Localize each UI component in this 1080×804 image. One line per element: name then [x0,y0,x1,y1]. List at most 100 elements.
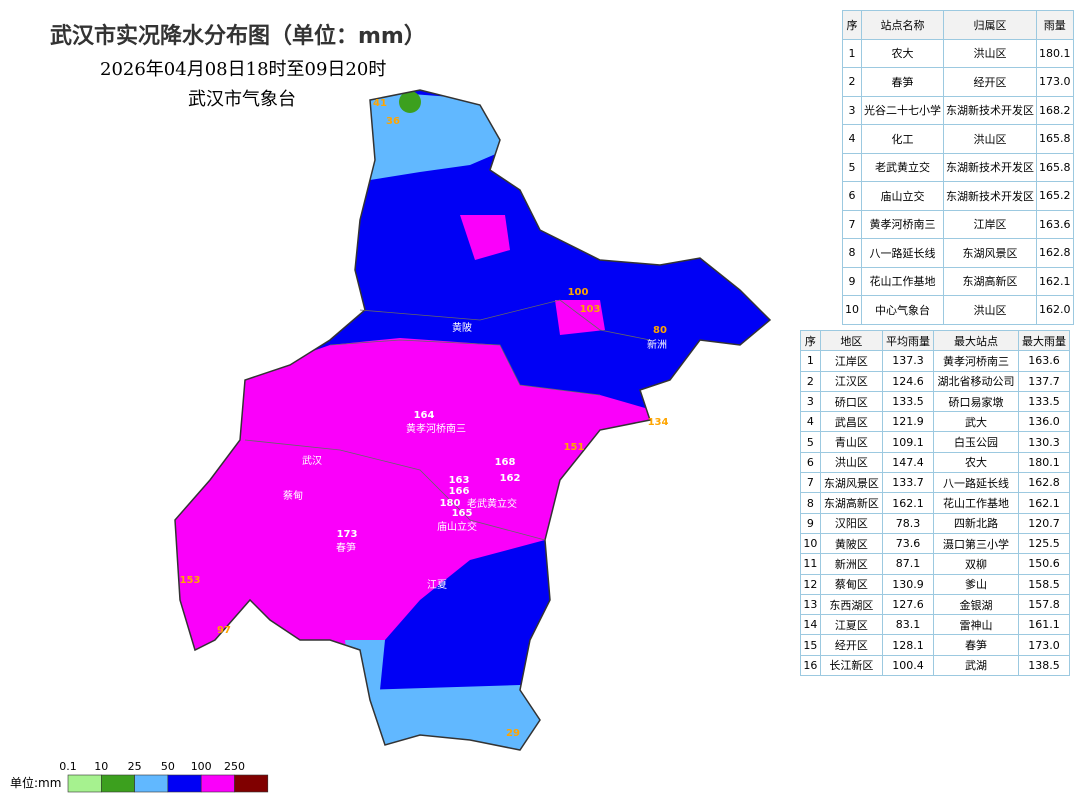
map-label: 武汉 [302,454,322,467]
map-label: 173 [337,529,358,540]
cell: 湖北省移动公司 [932,370,1020,392]
cell: 武湖 [932,654,1020,677]
cell: 130.9 [882,573,934,595]
cell: 农大 [932,451,1020,474]
district-table: 序地区 平均雨量 最大站点 最大雨量 1 江岸区 137.3 黄孝河桥南三 163.6 2 江汉区 1… [800,329,1070,677]
cell: 东湖新技术开发区 [943,152,1037,182]
cell: 162.0 [1036,295,1074,325]
cell: 165.8 [1036,152,1074,182]
cell: 15 [800,634,821,656]
cell: 173.0 [1018,634,1070,656]
cell: 八一路延长线 [861,238,944,268]
legend-break: 10 [94,760,108,773]
column-header: 最大站点 [932,329,1020,352]
cell: 138.5 [1018,654,1070,677]
cell: 2 [842,67,862,97]
map-label: 80 [653,325,667,336]
column-header: 站点名称 [861,10,944,40]
cell: 162.1 [1036,266,1074,296]
legend-unit: 单位:mm [10,775,61,790]
map-label: 100 [568,287,589,298]
cell: 硚口区 [819,390,884,413]
cell: 162.8 [1018,472,1070,494]
cell: 165.2 [1036,181,1074,211]
legend-break: 250 [224,760,245,773]
legend-break: 100 [191,760,212,773]
cell: 经开区 [819,634,884,656]
cell: 金银湖 [932,593,1020,616]
cell: 新洲区 [819,553,884,575]
cell: 老武黄立交 [861,152,944,182]
map-label: 168 [495,457,516,468]
cell: 东湖新技术开发区 [943,95,1037,125]
cell: 5 [842,152,862,182]
map-label: 153 [180,575,201,586]
cell: 硚口易家墩 [932,390,1020,413]
cell: 江汉区 [819,370,884,392]
cell: 6 [842,181,862,211]
map-label: 163 [449,475,470,486]
map-label: 41 [373,98,387,109]
cell: 3 [800,390,821,413]
cell: 化工 [861,124,944,154]
cell: 白玉公园 [932,431,1020,453]
cell: 137.3 [882,350,934,372]
column-header: 地区 [819,329,884,352]
map-label: 36 [386,116,400,127]
column-header: 归属区 [943,10,1037,40]
cell: 东湖风景区 [819,472,884,494]
cell: 江夏区 [819,614,884,636]
cell: 爹山 [932,573,1020,595]
cell: 163.6 [1036,209,1074,239]
cell: 四新北路 [932,512,1020,534]
issuer: 武汉市气象台 [188,89,296,110]
cell: 78.3 [882,512,934,534]
cell: 180.1 [1036,38,1074,68]
cell: 蔡甸区 [819,573,884,595]
cell: 162.1 [882,492,934,514]
cell: 133.7 [882,472,934,494]
map-label: 黄孝河桥南三 [406,422,466,435]
rain-areas [175,90,770,750]
cell: 120.7 [1018,512,1070,534]
cell: 157.8 [1018,593,1070,616]
cell: 158.5 [1018,573,1070,595]
cell: 165.8 [1036,124,1074,154]
cell: 黄孝河桥南三 [932,350,1020,372]
cell: 青山区 [819,431,884,453]
cell: 16 [800,654,821,677]
map-label: 29 [506,728,520,739]
column-header: 平均雨量 [882,329,934,352]
map-label: 103 [580,304,601,315]
cell: 东湖高新区 [819,492,884,514]
cell: 100.4 [882,654,934,677]
column-header: 最大雨量 [1018,329,1070,352]
map-label: 新洲 [647,338,667,351]
cell: 109.1 [882,431,934,453]
title: 武汉市实况降水分布图（单位：mm） [50,24,426,49]
column-header: 序 [800,329,821,352]
cell: 10 [842,295,862,325]
cell: 7 [842,209,862,239]
cell: 雷神山 [932,614,1020,636]
legend-break: 25 [128,760,142,773]
cell: 4 [842,124,862,154]
cell: 173.0 [1036,67,1074,97]
cell: 汉阳区 [819,512,884,534]
column-header: 雨量 [1036,10,1074,40]
map-label: 166 [449,486,470,497]
cell: 春笋 [861,67,944,97]
cell: 双柳 [932,553,1020,575]
map-label: 164 [414,410,435,421]
cell: 163.6 [1018,350,1070,372]
cell: 6 [800,451,821,474]
map-label: 97 [217,625,231,636]
cell: 中心气象台 [861,295,944,325]
cell: 黄孝河桥南三 [861,209,944,239]
legend-swatch [167,774,202,793]
column-header: 序 [842,10,862,40]
cell: 150.6 [1018,553,1070,575]
legend-swatch [67,774,102,793]
cell: 武昌区 [819,411,884,433]
cell: 武大 [932,411,1020,433]
